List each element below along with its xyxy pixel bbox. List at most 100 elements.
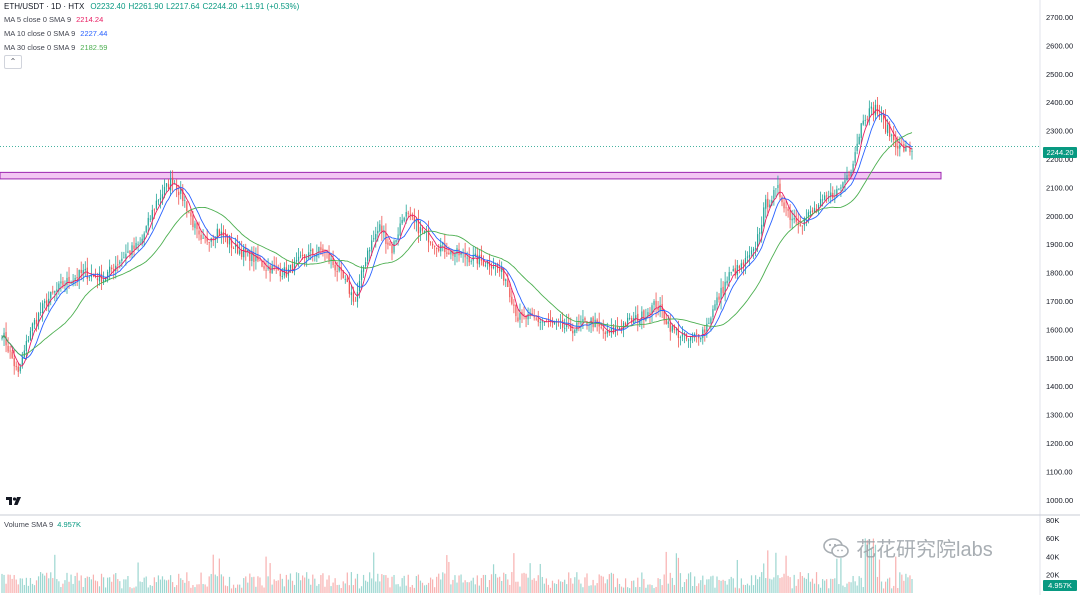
volume-bar [82,586,84,593]
candle-body [769,204,771,208]
volume-bar [354,578,357,593]
price-tick-label: 1000.00 [1046,496,1073,505]
volume-bar [98,586,101,593]
volume-bar [462,582,464,593]
tradingview-logo-icon[interactable] [6,495,22,507]
volume-bar [194,587,196,593]
candle-body [176,185,178,191]
volume-bar [104,587,107,593]
candle-body [401,219,403,224]
resistance-zone-rect[interactable] [0,171,942,180]
candle-body [728,272,730,281]
candle-body [297,256,300,261]
candle-body [182,188,184,202]
volume-bar [592,579,594,593]
candle-body [261,260,263,267]
candle-body [813,207,816,213]
candle-body [310,249,312,252]
volume-bar [409,587,411,593]
candle-body [797,221,799,225]
candle-body [322,248,324,252]
volume-bar [681,587,684,593]
volume-bar [891,588,893,593]
volume-bar [247,582,249,593]
candle-body [889,123,891,137]
volume-bar [539,563,541,593]
candle-body [746,256,749,258]
price-axis: 2700.00 2600.00 2500.00 2400.00 2300.00 2200.… [1046,13,1073,580]
volume-bar [466,582,468,593]
candle-body [399,223,401,236]
volume-bar [427,582,430,593]
symbol-title[interactable]: ETH/USDT · 1D · HTX [4,2,85,11]
wechat-icon [823,537,849,558]
volume-bar [480,578,482,593]
candle-body [880,114,883,116]
candle-body [870,106,872,109]
collapse-legend-button[interactable]: ⌃ [4,55,22,69]
candle-body [342,270,344,279]
candle-body [373,238,375,240]
candle-body [624,323,627,327]
candle-body [905,145,907,152]
volume-bar [123,579,125,593]
candle-body [513,304,515,306]
candle-body [308,252,310,259]
candle-body [639,320,641,325]
volume-bar [271,584,273,593]
ma10-legend[interactable]: MA 10 close 0 SMA 9 2227.44 [4,29,107,39]
volume-bar [750,575,753,593]
volume-bar [775,552,777,593]
candlesticks [1,97,913,377]
high-value: H2261.90 [128,2,164,11]
volume-tick-label: 20K [1046,571,1059,580]
volume-bar [234,587,237,593]
volume-bar [275,580,277,593]
volume-bar [545,578,547,593]
volume-bar [265,556,267,593]
candle-body [289,264,292,269]
candle-body [214,237,216,240]
candle-body [113,269,115,271]
candle-body [830,192,832,197]
candle-body [807,212,810,217]
volume-bar [807,573,810,593]
volume-bar [436,576,438,593]
volume-bar [777,575,779,593]
candle-body [736,265,738,276]
candle-body [535,318,537,320]
candle-body [332,257,334,265]
volume-bar [342,581,344,593]
volume-bar [657,578,659,593]
volume-bar [19,578,21,593]
candle-body [352,292,355,302]
candle-body [891,134,893,136]
volume-bar [769,578,771,593]
volume-bar [308,578,310,593]
price-tick-label: 1500.00 [1046,354,1073,363]
candle-body [752,248,755,251]
candle-body [574,329,576,333]
volume-bar [442,572,444,593]
volume-bar [899,572,901,593]
candle-body [37,313,40,324]
candle-body [777,185,779,189]
volume-bar [423,585,426,593]
candle-body [306,258,308,260]
volume-bar [734,587,736,593]
ma30-legend[interactable]: MA 30 close 0 SMA 9 2182.59 [4,43,107,53]
volume-bar [27,585,30,593]
volume-legend[interactable]: Volume SMA 9 4.957K [4,520,81,529]
candle-body [330,258,332,260]
volume-bar [553,583,556,593]
candle-body [553,322,556,325]
ma5-legend[interactable]: MA 5 close 0 SMA 9 2214.24 [4,15,103,25]
volume-bar [208,576,210,593]
volume-bar [243,578,245,593]
candle-body [419,227,422,233]
candle-body [196,222,198,230]
candle-body [427,229,430,243]
candle-body [517,317,519,322]
candle-body [795,218,797,222]
